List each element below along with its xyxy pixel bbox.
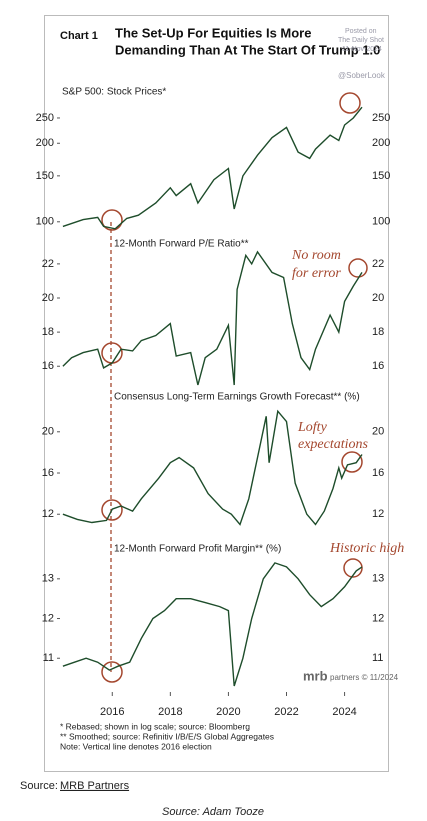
- watermark: 11-Nov-2024: [342, 46, 382, 53]
- panel-label: Consensus Long-Term Earnings Growth Fore…: [114, 392, 360, 403]
- caption: Source: Adam Tooze: [162, 806, 264, 818]
- footnote: ** Smoothed; source: Refinitiv I/B/E/S G…: [60, 731, 274, 741]
- y-tick-label: 150: [36, 170, 54, 182]
- annotation: expectations: [298, 437, 369, 452]
- title-line: The Set-Up For Equities Is More: [115, 25, 311, 40]
- line: [62, 562, 363, 687]
- line: [62, 409, 363, 526]
- y-tick-label: 16: [42, 360, 54, 372]
- annotation: Historic high: [329, 541, 404, 556]
- footnote: Note: Vertical line denotes 2016 electio…: [60, 741, 212, 751]
- chart-frame: [44, 15, 389, 772]
- y2-tick-label: 100: [372, 216, 390, 228]
- panel-label: 12-Month Forward Profit Margin** (%): [114, 544, 281, 555]
- credit: partners © 11/2024: [330, 673, 399, 682]
- y-tick-label: 12: [42, 612, 54, 624]
- credit-logo: mrb: [303, 668, 328, 683]
- circle: [101, 661, 123, 683]
- circle: [101, 209, 123, 231]
- y2-tick-label: 150: [372, 170, 390, 182]
- watermark: Posted on: [345, 28, 377, 35]
- y2-tick-label: 13: [372, 573, 384, 585]
- y2-tick-label: 16: [372, 360, 384, 372]
- y-tick-label: 16: [42, 467, 54, 479]
- y-tick-label: 20: [42, 292, 54, 304]
- line: [62, 250, 363, 386]
- annotation: No room: [291, 248, 341, 263]
- chart-label: Chart 1: [60, 30, 98, 42]
- circle: [101, 499, 123, 521]
- circle: [343, 558, 363, 578]
- y2-tick-label: 250: [372, 112, 390, 124]
- y-tick-label: 13: [42, 573, 54, 585]
- panel-label: 12-Month Forward P/E Ratio**: [114, 239, 249, 250]
- y2-tick-label: 12: [372, 508, 384, 520]
- y-tick-label: 250: [36, 112, 54, 124]
- x-tick-label: 2018: [158, 706, 182, 718]
- y2-tick-label: 18: [372, 326, 384, 338]
- panel-label: S&P 500: Stock Prices*: [62, 87, 166, 98]
- circle: [339, 92, 361, 114]
- circle: [341, 451, 363, 473]
- y-tick-label: 20: [42, 426, 54, 438]
- y-tick-label: 12: [42, 508, 54, 520]
- x-tick-label: 2016: [100, 706, 124, 718]
- y-tick-label: 18: [42, 326, 54, 338]
- annotation: for error: [292, 266, 341, 281]
- y2-tick-label: 200: [372, 137, 390, 149]
- y-tick-label: 100: [36, 216, 54, 228]
- y2-tick-label: 12: [372, 612, 384, 624]
- source-label: Source:: [20, 780, 58, 792]
- y-tick-label: 200: [36, 137, 54, 149]
- y2-tick-label: 16: [372, 467, 384, 479]
- y2-tick-label: 11: [372, 652, 383, 664]
- y2-tick-label: 20: [372, 426, 384, 438]
- annotation: Lofty: [297, 420, 328, 435]
- y-tick-label: 22: [42, 258, 54, 270]
- x-tick-label: 2024: [332, 706, 356, 718]
- x-tick-label: 2022: [274, 706, 298, 718]
- highlight-circles: [101, 92, 368, 683]
- y-tick-label: 11: [43, 652, 54, 664]
- line: [62, 106, 363, 230]
- x-tick-label: 2020: [216, 706, 240, 718]
- title-line: Demanding Than At The Start Of Trump 1.0: [115, 42, 380, 57]
- watermark: The Daily Shot: [338, 37, 384, 44]
- circle: [348, 258, 368, 278]
- y2-tick-label: 20: [372, 292, 384, 304]
- source-link[interactable]: MRB Partners: [60, 780, 130, 792]
- watermark: @SoberLook: [338, 71, 386, 80]
- y2-tick-label: 22: [372, 258, 384, 270]
- footnote: * Rebased; shown in log scale; source: B…: [60, 721, 250, 731]
